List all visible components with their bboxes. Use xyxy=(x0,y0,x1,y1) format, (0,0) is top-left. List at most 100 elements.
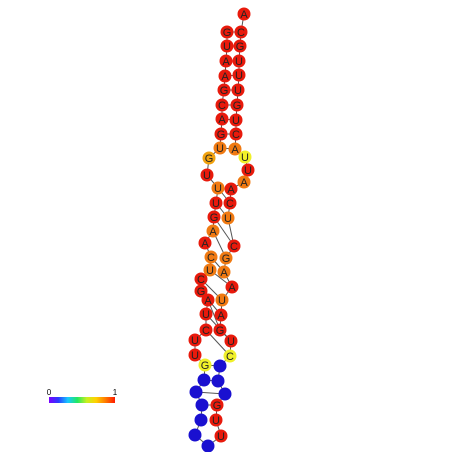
nucleotide-circle xyxy=(217,265,231,279)
nucleotide: C xyxy=(223,349,237,363)
nucleotide-circle xyxy=(227,239,241,253)
nucleotide-circle xyxy=(214,308,228,322)
nucleotide: C xyxy=(234,25,248,39)
nucleotide: U xyxy=(199,307,213,321)
nucleotide-circle xyxy=(213,359,227,373)
nucleotide-base-label: A xyxy=(201,238,209,250)
nucleotide-base-label: G xyxy=(205,153,214,165)
nucleotide: A xyxy=(214,308,228,322)
nucleotide: C xyxy=(194,272,208,286)
nucleotide: C xyxy=(229,127,243,141)
nucleotide-circle xyxy=(214,429,228,443)
nucleotide: A xyxy=(218,69,232,83)
nucleotide-circle xyxy=(203,263,217,277)
nucleotide-base-label: U xyxy=(202,309,210,321)
nucleotide: G xyxy=(213,323,227,337)
nucleotide-base-label: G xyxy=(210,212,219,224)
nucleotide-circle xyxy=(219,54,233,68)
nucleotide-base-label: A xyxy=(218,114,226,126)
nucleotide: C xyxy=(215,98,229,112)
nucleotide-circle xyxy=(224,182,238,196)
nucleotide-circle xyxy=(230,98,244,112)
nucleotide-circle xyxy=(221,211,235,225)
nucleotide-base-label: G xyxy=(197,286,206,298)
nucleotide xyxy=(211,374,225,388)
nucleotide: G xyxy=(217,83,231,97)
nucleotide-circle xyxy=(211,181,225,195)
nucleotide-circle xyxy=(201,293,215,307)
nucleotide: A xyxy=(206,224,220,238)
nucleotide: A xyxy=(219,54,233,68)
nucleotide-circle xyxy=(188,428,202,442)
nucleotide: A xyxy=(215,112,229,126)
color-scale-min-label: 0 xyxy=(47,388,52,397)
nucleotide: U xyxy=(209,196,223,210)
nucleotide-base-label: U xyxy=(191,350,199,362)
nucleotide-base-label: U xyxy=(216,143,224,155)
nucleotide: U xyxy=(231,83,245,97)
nucleotide-circle xyxy=(206,224,220,238)
nucleotide-circle xyxy=(194,284,208,298)
nucleotide: G xyxy=(202,151,216,165)
nucleotide: G xyxy=(194,284,208,298)
nucleotide: U xyxy=(232,68,246,82)
nucleotide-circle xyxy=(210,398,224,412)
nucleotide xyxy=(218,387,232,401)
nucleotide: C xyxy=(204,250,218,264)
color-scale-bar xyxy=(49,397,115,403)
nucleotide-base-label: A xyxy=(209,226,217,238)
nucleotide-base-label: U xyxy=(235,56,243,68)
nucleotide-circle xyxy=(231,83,245,97)
nucleotide-base-label: A xyxy=(228,282,236,294)
nucleotide-base-label: G xyxy=(217,129,226,141)
nucleotide-circle xyxy=(217,83,231,97)
nucleotide: U xyxy=(215,293,229,307)
nucleotide-base-label: G xyxy=(201,360,210,372)
nucleotide-base-label: A xyxy=(221,71,229,83)
nucleotide-circle xyxy=(214,127,228,141)
nucleotide-circle xyxy=(201,439,215,452)
nucleotide: U xyxy=(211,181,225,195)
nucleotide-base-label: U xyxy=(235,70,243,82)
nucleotide: G xyxy=(214,127,228,141)
nucleotide xyxy=(197,373,211,387)
nucleotide-circle xyxy=(215,293,229,307)
nucleotide-circle xyxy=(224,334,238,348)
nucleotide xyxy=(189,385,203,399)
nucleotide-base-label: G xyxy=(220,85,229,97)
nucleotide-base-label: A xyxy=(240,177,248,189)
nucleotide: A xyxy=(217,265,231,279)
nucleotide-circle xyxy=(225,280,239,294)
nucleotide-circle xyxy=(228,142,242,156)
nucleotide-circle xyxy=(237,7,251,21)
nucleotide: U xyxy=(238,150,252,164)
nucleotide-base-label: U xyxy=(203,170,211,182)
nucleotide: U xyxy=(232,54,246,68)
nucleotide: G xyxy=(233,39,247,53)
nucleotide-circle xyxy=(188,333,202,347)
nucleotide-base-label: G xyxy=(222,253,231,265)
nucleotide-base-label: U xyxy=(232,115,240,127)
nucleotide-circle xyxy=(220,25,234,39)
nucleotide-base-label: G xyxy=(223,27,232,39)
nucleotide: U xyxy=(224,334,238,348)
nucleotide: G xyxy=(210,398,224,412)
nucleotide-base-label: C xyxy=(197,274,205,286)
nucleotide-circle xyxy=(199,323,213,337)
nucleotide-circle xyxy=(238,150,252,164)
nucleotide-base-label: A xyxy=(227,184,235,196)
nucleotide: A xyxy=(237,7,251,21)
nucleotide-circle xyxy=(202,151,216,165)
nucleotide: A xyxy=(198,236,212,250)
nucleotide-base-label: U xyxy=(224,213,232,225)
nucleotide-base-label: G xyxy=(236,41,245,53)
nucleotide-base-label: C xyxy=(218,100,226,112)
nucleotide-circle xyxy=(198,358,212,372)
nucleotide-circle xyxy=(220,39,234,53)
nucleotide xyxy=(201,439,215,452)
nucleotide-base-label: C xyxy=(226,198,234,210)
nucleotide-circle xyxy=(241,163,255,177)
nucleotide-circle xyxy=(234,25,248,39)
nucleotide: A xyxy=(237,175,251,189)
nucleotide: U xyxy=(214,429,228,443)
